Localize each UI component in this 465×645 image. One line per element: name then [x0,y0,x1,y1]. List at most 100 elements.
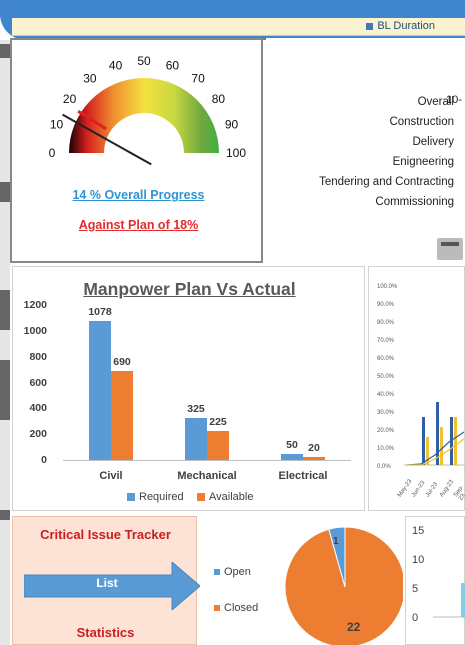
phase-list: Overall Construction Delivery Enigneerin… [319,92,454,212]
mini-y-tick: 0.0% [377,464,391,470]
list-arrow-icon[interactable] [24,562,204,610]
bar-value-label: 50 [286,438,298,451]
bar-value-label: 225 [209,415,227,428]
gauge-chart: 0 10 20 30 40 50 60 70 80 90 100 [49,54,246,166]
bl-duration-legend: BL Duration [366,20,435,32]
gauge-tick-label: 70 [191,72,205,86]
category-label: Civil [99,470,123,482]
small-y-tick: 15 [412,525,425,537]
overall-progress-label: 14 % Overall Progress [72,188,205,202]
legend-swatch [127,493,135,502]
legend-label: BL Duration [377,20,435,32]
bar-available [303,457,325,460]
category-label: Mechanical [177,470,237,482]
legend-label: Required [139,491,184,503]
legend-closed: Closed [214,602,258,614]
gauge-tick-label: 60 [166,59,180,73]
legend-required: Required [127,491,184,503]
mini-y-tick: 40.0% [377,392,395,398]
bar-value-label: 1078 [88,305,112,318]
legend-label: Closed [224,602,259,614]
header-strip [12,18,465,36]
small-y-tick: 10 [412,554,425,566]
phase-item: Overall [417,96,454,108]
legend-swatch [366,22,374,30]
bar-available [207,430,229,460]
small-chart-panel: 15 10 5 0 [405,516,465,645]
pie-slice-open [328,526,346,588]
bar-value-label: 325 [187,403,205,416]
small-y-tick: 0 [412,612,419,624]
legend-swatch [197,493,205,502]
chart-title: Manpower Plan Vs Actual [83,279,296,299]
gauge-tick-label: 90 [225,118,239,132]
mini-chart-plot [404,402,465,466]
pie-label-closed: 1 [333,536,339,547]
bar-required [89,320,111,460]
gauge-tick-label: 100 [226,146,246,160]
plan-marker [77,109,107,131]
bar-required [281,453,303,460]
x-axis [63,460,351,461]
gauge-needle [62,113,152,166]
mini-y-tick: 30.0% [377,410,395,416]
mini-y-tick: 70.0% [377,338,395,344]
manpower-chart-panel: Manpower Plan Vs Actual 1200 1000 800 600 40… [12,266,365,511]
mini-y-tick: 90.0% [377,302,395,308]
legend-swatch [214,605,220,612]
list-button[interactable]: List [96,576,118,590]
mini-y-tick: 80.0% [377,320,395,326]
gauge-tick-label: 40 [109,59,123,73]
mini-y-tick: 60.0% [377,356,395,362]
progress-gauge-panel: 0 10 20 30 40 50 60 70 80 90 100 14 % Overall Prog… [10,38,263,263]
plan-label: Against Plan of 18% [78,218,199,232]
mini-y-tick: 100.0% [377,284,398,290]
legend-swatch [214,569,220,576]
phase-item: Commissioning [375,196,454,208]
tracker-title: Critical Issue Tracker [40,527,171,542]
statistics-label: Statistics [76,625,135,640]
y-tick-label: 800 [29,350,47,363]
y-tick-label: 1000 [23,324,47,337]
pie-slice-closed [284,526,403,645]
legend-open: Open [214,566,251,578]
phase-item: Enigneering [392,156,454,168]
left-edge [0,40,10,645]
y-tick-label: 200 [29,428,47,441]
mini-y-tick: 20.0% [377,428,395,434]
pie-label-open: 22 [347,620,361,634]
legend-label: Open [224,566,251,578]
bar-value-label: 690 [113,355,131,368]
gauge-tick-label: 30 [83,72,97,86]
gauge-tick-label: 10 [50,118,64,132]
mini-y-tick: 50.0% [377,374,395,380]
category-label: Electrical [278,470,328,482]
phase-item: Construction [389,116,454,128]
phase-item: Delivery [412,136,454,148]
small-y-tick: 5 [412,583,419,595]
pie-chart [284,526,403,645]
gauge-tick-label: 20 [63,92,77,106]
y-tick-label: 1200 [23,299,47,311]
monthly-progress-chart: 100.0% 90.0% 80.0% 70.0% 60.0% 50.0% 40.0% 30.0… [368,266,465,511]
legend-available: Available [197,491,253,503]
legend-label: Available [209,491,254,503]
issue-status-pie-panel: Open Closed 1 22 [200,516,403,645]
y-tick-label: 600 [29,376,47,389]
bar-required [185,418,207,460]
gauge-tick-label: 80 [212,92,226,106]
bar-value-label: 20 [308,442,320,455]
partial-header: 10- [446,94,462,106]
gauge-tick-label: 50 [137,54,151,68]
y-tick-label: 0 [41,454,47,466]
y-tick-label: 400 [29,402,47,415]
gauge-tick-label: 0 [49,146,56,160]
small-chart-plot [433,583,465,618]
bar-available [111,370,133,460]
phase-item: Tendering and Contracting [319,176,454,188]
gauge-arc [69,78,219,153]
mini-y-tick: 10.0% [377,446,395,452]
tool-icon[interactable] [437,238,463,260]
phase-summary-panel: 10- Overall Construction Delivery Enigne… [266,38,465,264]
